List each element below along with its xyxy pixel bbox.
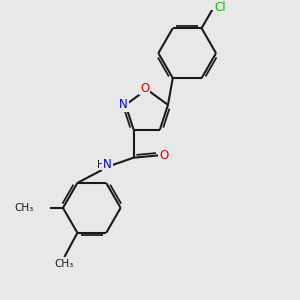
Text: CH₃: CH₃ — [55, 259, 74, 269]
Text: CH₃: CH₃ — [14, 203, 33, 213]
Text: H: H — [97, 160, 105, 170]
Text: O: O — [140, 82, 149, 94]
Text: O: O — [159, 149, 169, 162]
Text: N: N — [119, 98, 128, 111]
Text: N: N — [103, 158, 112, 171]
Text: Cl: Cl — [214, 1, 226, 14]
